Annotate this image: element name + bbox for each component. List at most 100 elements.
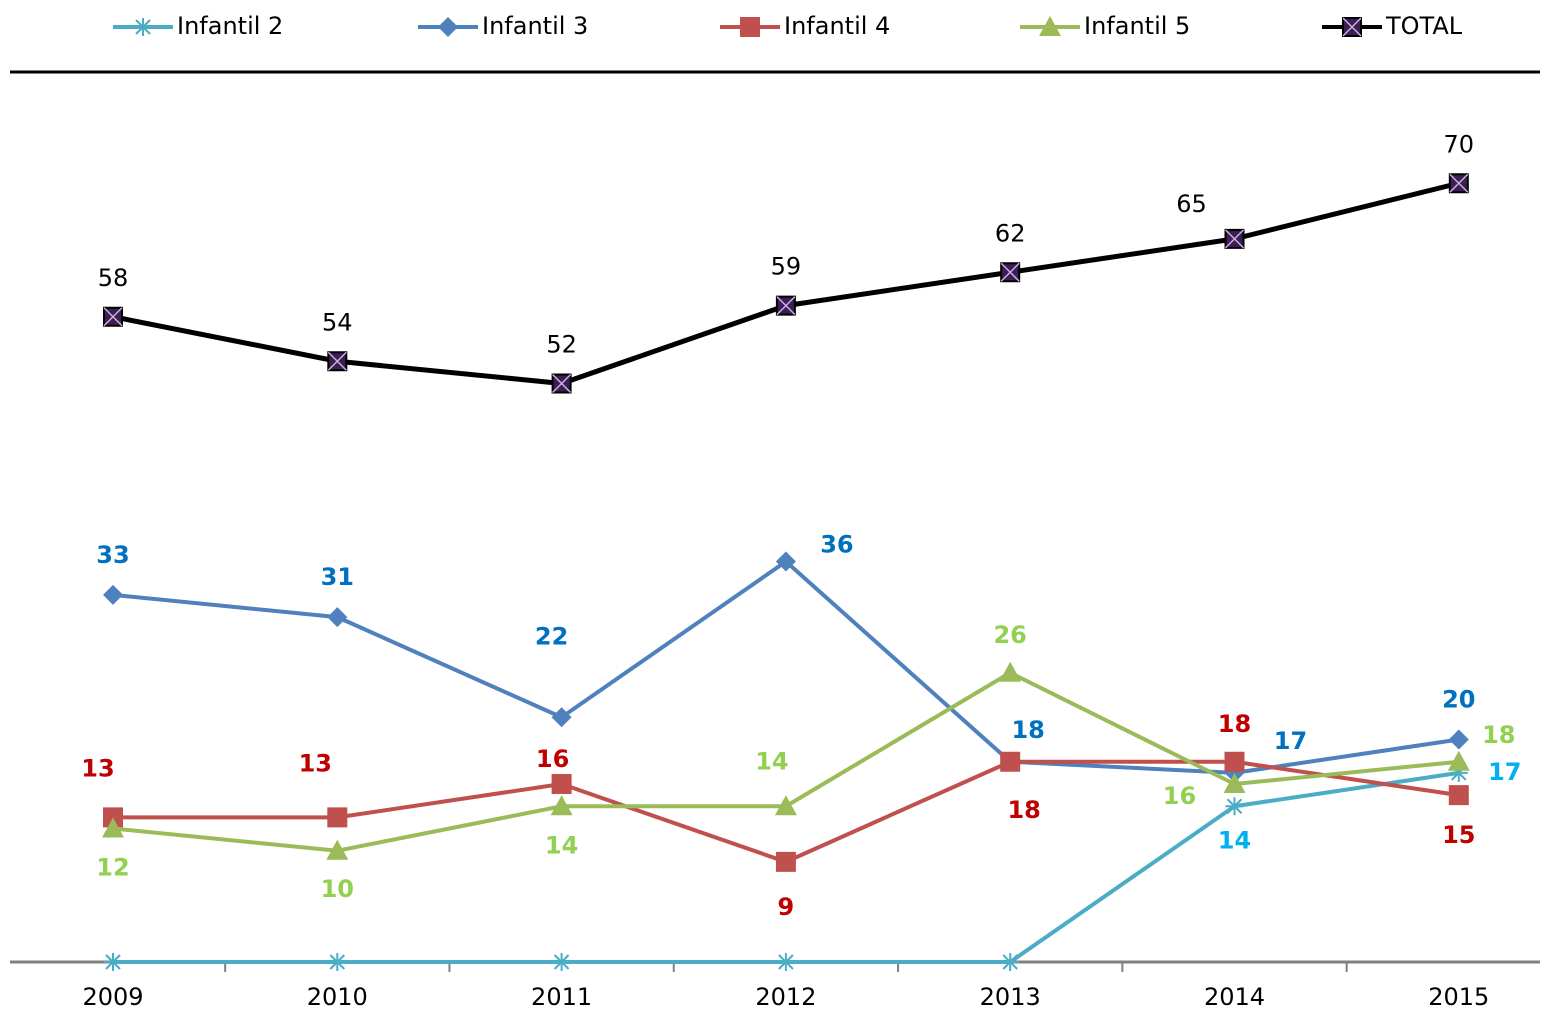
marker bbox=[104, 953, 122, 971]
marker-shape bbox=[327, 807, 348, 828]
marker bbox=[438, 17, 458, 37]
marker bbox=[102, 817, 124, 838]
marker bbox=[1224, 228, 1245, 249]
marker bbox=[328, 953, 347, 971]
marker bbox=[327, 807, 348, 828]
data-label: 33 bbox=[96, 541, 129, 569]
marker bbox=[327, 607, 348, 628]
legend-label: Infantil 2 bbox=[177, 12, 283, 40]
marker-stroke bbox=[776, 296, 796, 316]
marker-stroke bbox=[1002, 954, 1018, 970]
marker bbox=[134, 18, 152, 36]
data-label: 20 bbox=[1442, 686, 1475, 714]
marker bbox=[775, 551, 796, 572]
marker bbox=[1448, 173, 1469, 194]
marker-stroke bbox=[1226, 798, 1243, 814]
data-label: 22 bbox=[535, 622, 568, 650]
marker-shape bbox=[1447, 750, 1470, 771]
marker bbox=[775, 295, 796, 316]
data-label: 36 bbox=[820, 531, 853, 559]
data-label: 18 bbox=[1218, 710, 1251, 738]
marker-shape bbox=[1224, 751, 1245, 772]
series-line bbox=[112, 559, 1460, 775]
data-label: 14 bbox=[755, 747, 788, 775]
marker-shape bbox=[1448, 729, 1469, 750]
data-label: 15 bbox=[1442, 821, 1475, 849]
marker bbox=[551, 707, 572, 728]
marker-stroke bbox=[327, 351, 347, 371]
marker-shape bbox=[551, 774, 572, 794]
marker-shape bbox=[102, 817, 124, 838]
data-label: 26 bbox=[993, 621, 1026, 649]
marker bbox=[1000, 262, 1021, 283]
data-label: 59 bbox=[771, 253, 802, 281]
data-label: 18 bbox=[1482, 721, 1515, 749]
data-label: 18 bbox=[1007, 796, 1040, 824]
marker-shape bbox=[740, 17, 760, 37]
marker bbox=[1447, 750, 1470, 771]
marker-shape bbox=[1448, 785, 1469, 806]
legend-label: Infantil 5 bbox=[1084, 12, 1190, 40]
x-tick-label: 2014 bbox=[1204, 983, 1265, 1011]
marker-shape bbox=[1223, 773, 1246, 793]
x-tick-label: 2010 bbox=[307, 983, 368, 1011]
marker bbox=[1448, 785, 1469, 806]
marker bbox=[1223, 773, 1246, 793]
data-label: 65 bbox=[1176, 190, 1207, 218]
marker bbox=[1001, 953, 1020, 971]
legend-label: TOTAL bbox=[1385, 12, 1463, 40]
x-tick-label: 2015 bbox=[1428, 983, 1489, 1011]
marker-stroke bbox=[778, 954, 794, 970]
marker bbox=[103, 807, 123, 828]
marker-stroke bbox=[1224, 229, 1245, 249]
marker-shape bbox=[999, 661, 1022, 682]
data-label: 13 bbox=[299, 749, 332, 777]
marker bbox=[1342, 17, 1362, 37]
series-line bbox=[112, 180, 1460, 386]
data-label: 17 bbox=[1488, 758, 1521, 786]
data-label: 70 bbox=[1444, 130, 1475, 158]
marker-shape bbox=[1039, 16, 1061, 36]
marker bbox=[1448, 729, 1469, 750]
marker bbox=[1039, 16, 1061, 36]
marker bbox=[551, 373, 572, 394]
data-label: 52 bbox=[546, 331, 577, 359]
marker-stroke bbox=[329, 954, 346, 970]
marker-shape bbox=[103, 584, 123, 605]
marker bbox=[1000, 751, 1021, 772]
data-label: 14 bbox=[545, 831, 578, 859]
data-label: 13 bbox=[81, 754, 114, 782]
data-label: 54 bbox=[322, 308, 353, 336]
data-label: 12 bbox=[96, 854, 129, 882]
marker bbox=[103, 584, 123, 605]
legend-label: Infantil 4 bbox=[784, 12, 890, 40]
marker bbox=[776, 953, 795, 971]
marker-shape bbox=[326, 839, 349, 860]
data-label: 9 bbox=[778, 893, 795, 921]
marker bbox=[551, 774, 572, 794]
marker bbox=[775, 851, 796, 872]
marker-shape bbox=[774, 795, 797, 816]
marker-shape bbox=[1000, 751, 1021, 772]
marker-shape bbox=[551, 707, 572, 728]
marker bbox=[774, 795, 797, 816]
marker bbox=[1224, 751, 1245, 772]
marker bbox=[1225, 797, 1244, 816]
marker-stroke bbox=[103, 307, 123, 327]
marker bbox=[999, 661, 1022, 682]
marker bbox=[552, 953, 571, 971]
marker bbox=[103, 306, 123, 327]
marker-stroke bbox=[1342, 17, 1362, 37]
data-label: 31 bbox=[321, 563, 354, 591]
marker-shape bbox=[438, 17, 458, 37]
marker-shape bbox=[550, 795, 573, 816]
x-tick-label: 2009 bbox=[82, 983, 143, 1011]
data-label: 18 bbox=[1011, 716, 1044, 744]
data-label: 16 bbox=[536, 745, 569, 773]
data-label: 14 bbox=[1218, 826, 1251, 854]
marker bbox=[740, 17, 760, 37]
data-label: 10 bbox=[321, 875, 354, 903]
marker-shape bbox=[103, 807, 123, 828]
marker-stroke bbox=[105, 954, 121, 970]
